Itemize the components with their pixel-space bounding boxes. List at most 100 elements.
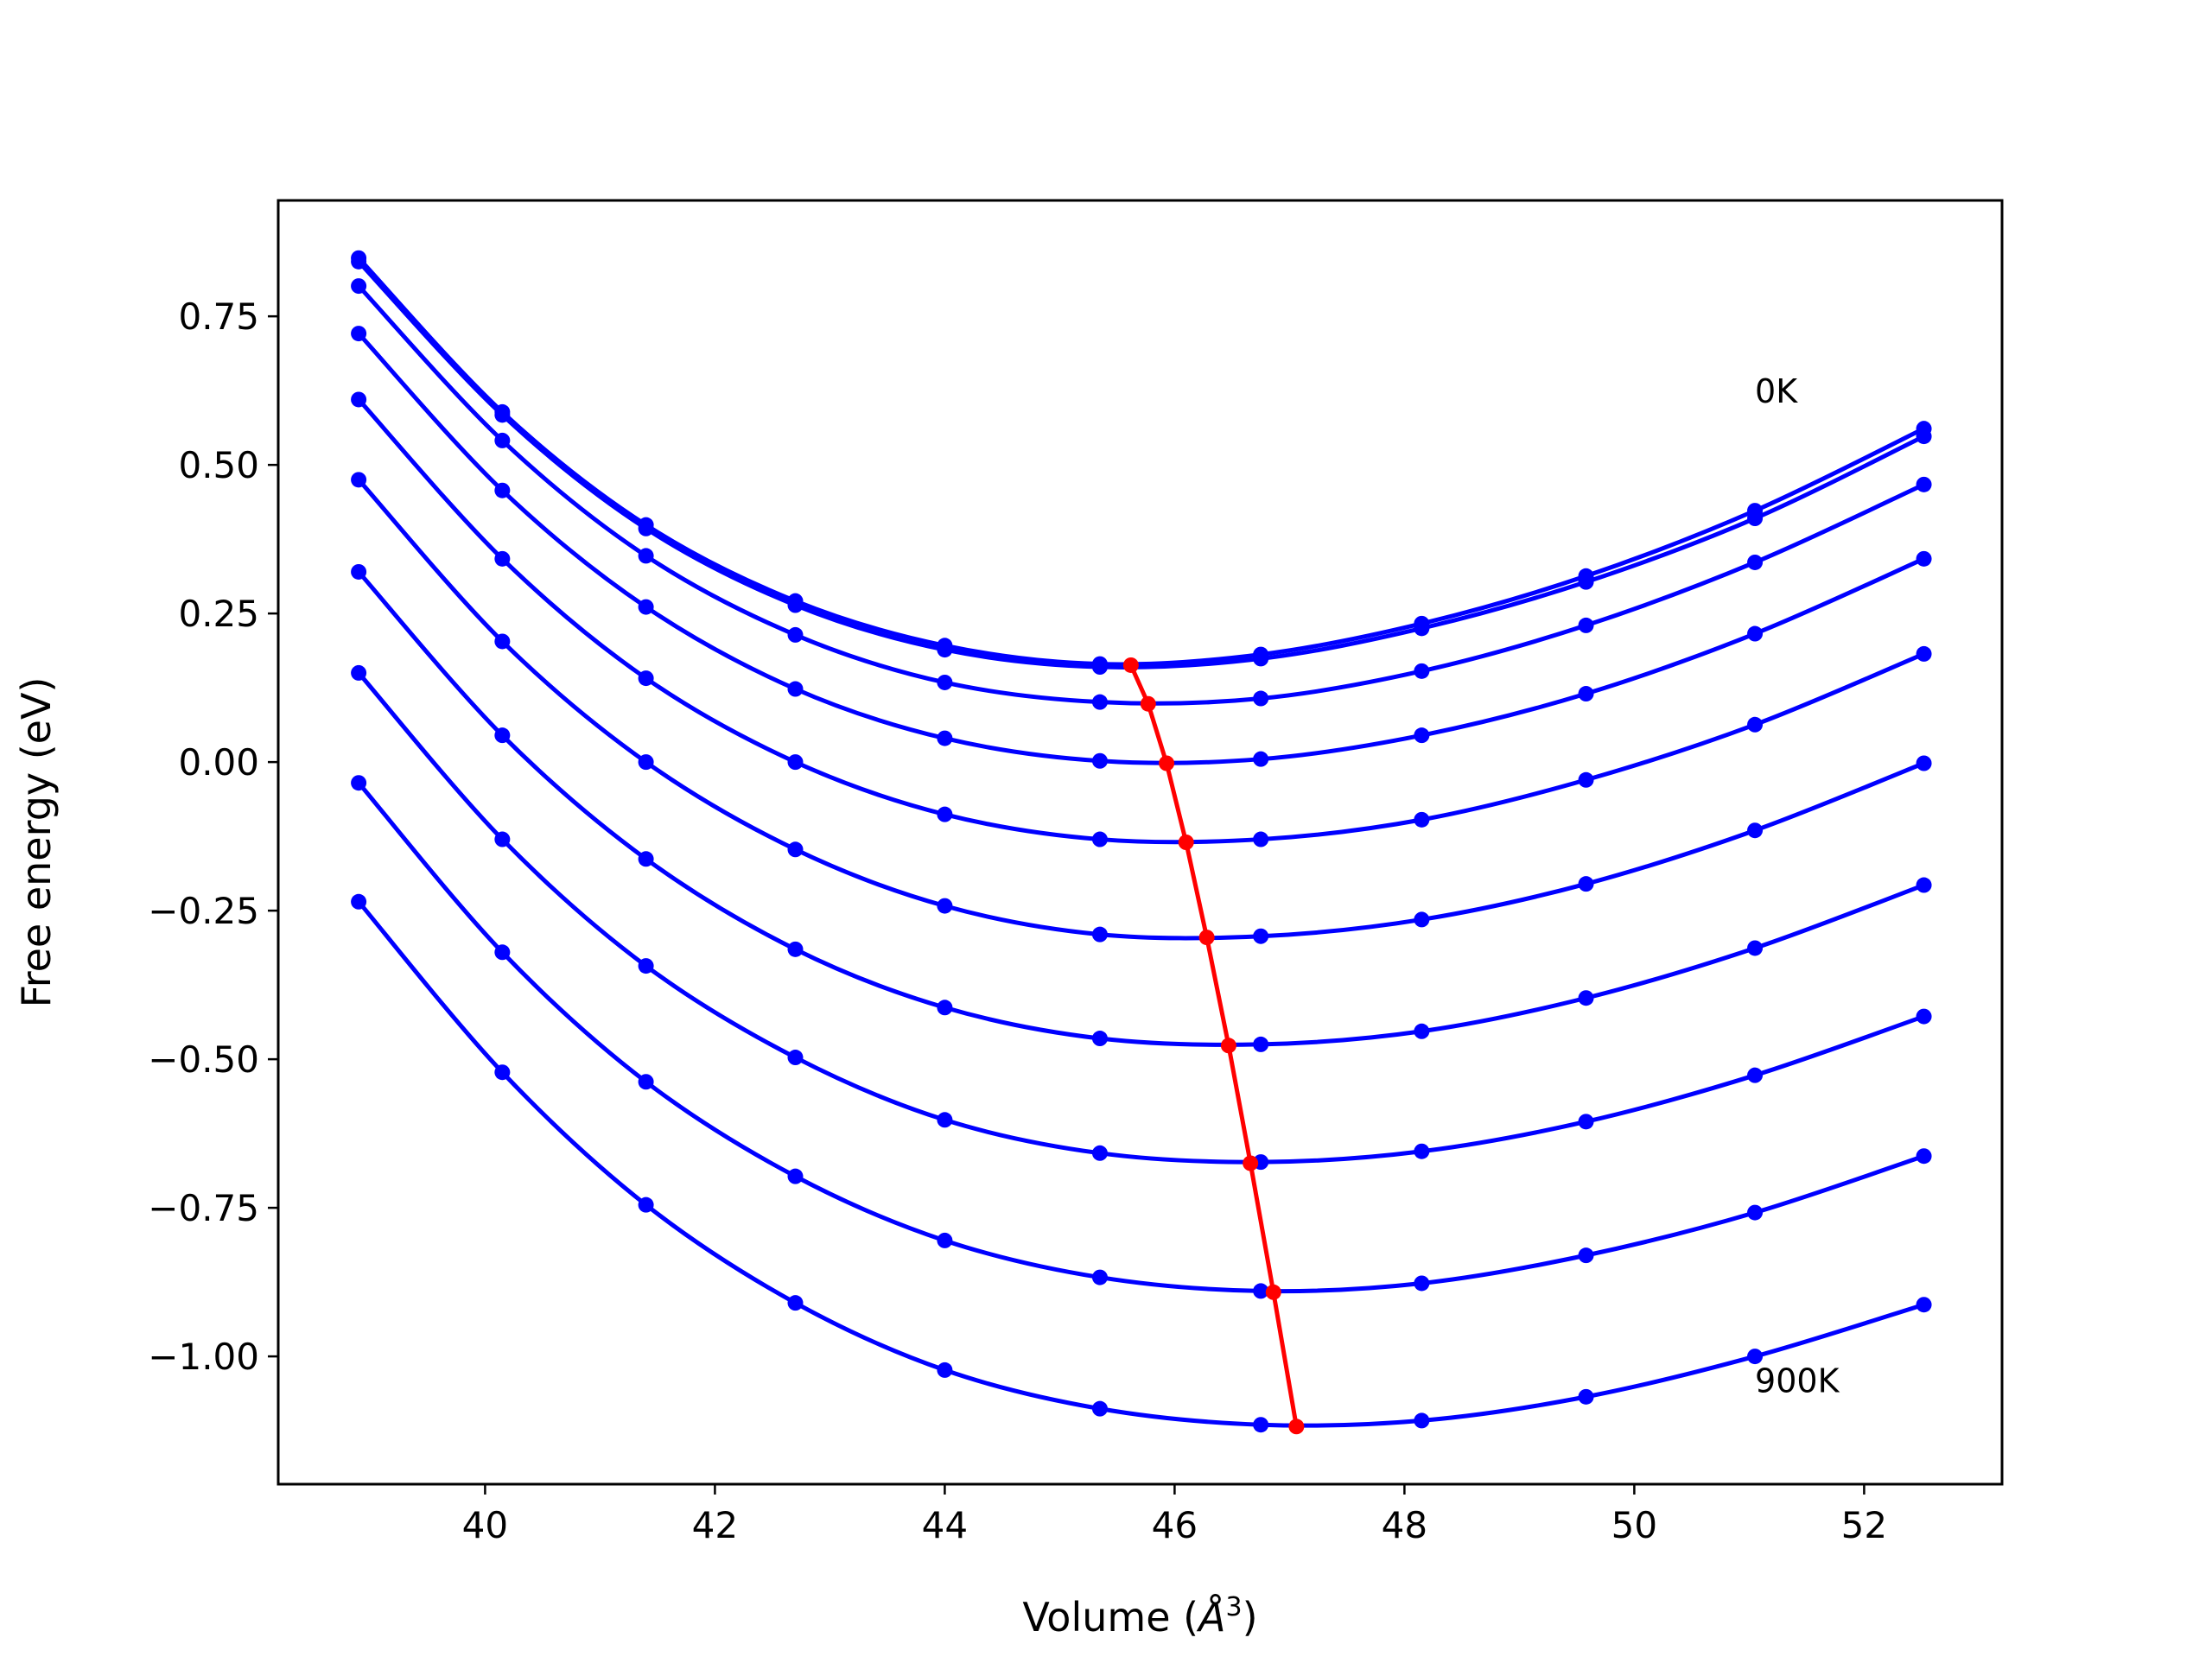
series-2-point-1: [494, 432, 511, 448]
x-tick-label: 40: [462, 1504, 508, 1546]
x-tick-label: 42: [692, 1504, 738, 1546]
series-8: [351, 775, 1932, 1299]
series-6-point-10: [1916, 877, 1932, 893]
y-tick-label: −1.00: [148, 1336, 259, 1378]
series-5-line: [357, 478, 1925, 941]
series-8-point-6: [1253, 1283, 1269, 1299]
y-tick-label: −0.25: [148, 890, 259, 932]
series-8-point-2: [638, 1074, 654, 1090]
series-6-point-7: [1414, 1023, 1430, 1039]
x-tick-label: 46: [1152, 1504, 1198, 1546]
minimum-line-layer: [1122, 657, 1305, 1435]
series-4-point-2: [638, 670, 654, 687]
series-2-point-7: [1414, 663, 1430, 679]
series-8-point-9: [1747, 1204, 1764, 1221]
series-4-point-1: [494, 550, 511, 567]
series-2: [351, 278, 1932, 710]
x-axis-label: Volume (Å3): [1022, 1592, 1257, 1641]
series-4: [351, 391, 1932, 847]
series-5-point-9: [1747, 822, 1764, 839]
series-5-point-4: [937, 898, 953, 914]
series-3: [351, 326, 1932, 769]
y-axis-label: Free energy (eV): [13, 677, 60, 1008]
series-3-point-10: [1916, 550, 1932, 567]
series-1-point-7: [1414, 620, 1430, 637]
series-6: [351, 563, 1932, 1052]
series-0-line: [357, 257, 1925, 667]
series-6-point-9: [1747, 940, 1764, 956]
x-axis-label-close-paren: ): [1243, 1594, 1258, 1641]
curves-layer: [351, 250, 1932, 1433]
series-7: [351, 664, 1932, 1171]
x-tick-label: 44: [922, 1504, 968, 1546]
minimum-point-0: [1122, 657, 1139, 673]
series-2-point-0: [351, 278, 367, 295]
series-8-point-3: [787, 1168, 804, 1184]
series-6-point-6: [1253, 1036, 1269, 1052]
y-axis: 0.75 0.50 0.25 0.00 −0.25 −0.50 −0.75 −1.00: [148, 295, 278, 1378]
series-5-point-5: [1091, 926, 1108, 943]
series-3-point-1: [494, 482, 511, 498]
series-2-point-6: [1253, 690, 1269, 707]
series-9-point-7: [1414, 1412, 1430, 1429]
series-2-point-9: [1747, 554, 1764, 570]
series-2-point-10: [1916, 476, 1932, 492]
y-tick-label: 0.75: [178, 295, 259, 338]
series-4-point-7: [1414, 811, 1430, 828]
series-6-point-5: [1091, 1031, 1108, 1047]
series-4-point-9: [1747, 716, 1764, 733]
series-9-point-1: [494, 1064, 511, 1081]
series-6-point-3: [787, 941, 804, 957]
series-8-point-0: [351, 775, 367, 791]
series-1-line: [357, 260, 1925, 670]
series-5-point-1: [494, 633, 511, 650]
series-7-point-5: [1091, 1145, 1108, 1161]
x-axis-label-unit: Å: [1196, 1594, 1225, 1641]
series-2-point-3: [787, 626, 804, 643]
series-7-point-9: [1747, 1067, 1764, 1083]
series-9-point-5: [1091, 1400, 1108, 1417]
series-0: [351, 250, 1932, 672]
series-7-point-2: [638, 958, 654, 974]
series-7-point-3: [787, 1050, 804, 1066]
x-axis-label-power: 3: [1226, 1592, 1243, 1622]
series-1-point-8: [1578, 574, 1594, 590]
series-5-point-7: [1414, 911, 1430, 928]
series-1-point-2: [638, 520, 654, 536]
series-8-point-8: [1578, 1247, 1594, 1264]
series-3-point-5: [1091, 752, 1108, 769]
series-9-line: [357, 900, 1925, 1428]
annotations-layer: 0K 900K: [1755, 372, 1840, 1400]
series-3-line: [357, 332, 1925, 765]
x-axis-label-text: Volume: [1022, 1594, 1170, 1641]
minimum-point-2: [1159, 755, 1175, 771]
series-1-point-5: [1091, 659, 1108, 676]
series-9-point-4: [937, 1362, 953, 1378]
series-9-point-8: [1578, 1388, 1594, 1405]
series-3-point-2: [638, 599, 654, 615]
minimum-point-8: [1288, 1419, 1305, 1435]
series-4-point-10: [1916, 645, 1932, 662]
series-1: [351, 253, 1932, 676]
series-5-point-10: [1916, 755, 1932, 771]
series-9-point-3: [787, 1295, 804, 1311]
series-1-point-0: [351, 253, 367, 270]
series-4-point-5: [1091, 831, 1108, 847]
series-2-point-8: [1578, 617, 1594, 633]
series-9-point-10: [1916, 1297, 1932, 1313]
x-tick-label: 50: [1611, 1504, 1657, 1546]
series-6-point-0: [351, 563, 367, 580]
series-8-point-4: [937, 1232, 953, 1248]
series-8-point-1: [494, 944, 511, 961]
series-7-point-4: [937, 1112, 953, 1128]
series-2-point-4: [937, 674, 953, 690]
series-6-point-8: [1578, 990, 1594, 1006]
series-7-point-7: [1414, 1143, 1430, 1159]
y-tick-label: 0.25: [178, 593, 259, 635]
minimum-point-5: [1220, 1038, 1236, 1054]
series-4-point-6: [1253, 831, 1269, 847]
series-9: [351, 893, 1932, 1433]
minimum-point-3: [1178, 835, 1194, 850]
series-4-point-0: [351, 391, 367, 408]
